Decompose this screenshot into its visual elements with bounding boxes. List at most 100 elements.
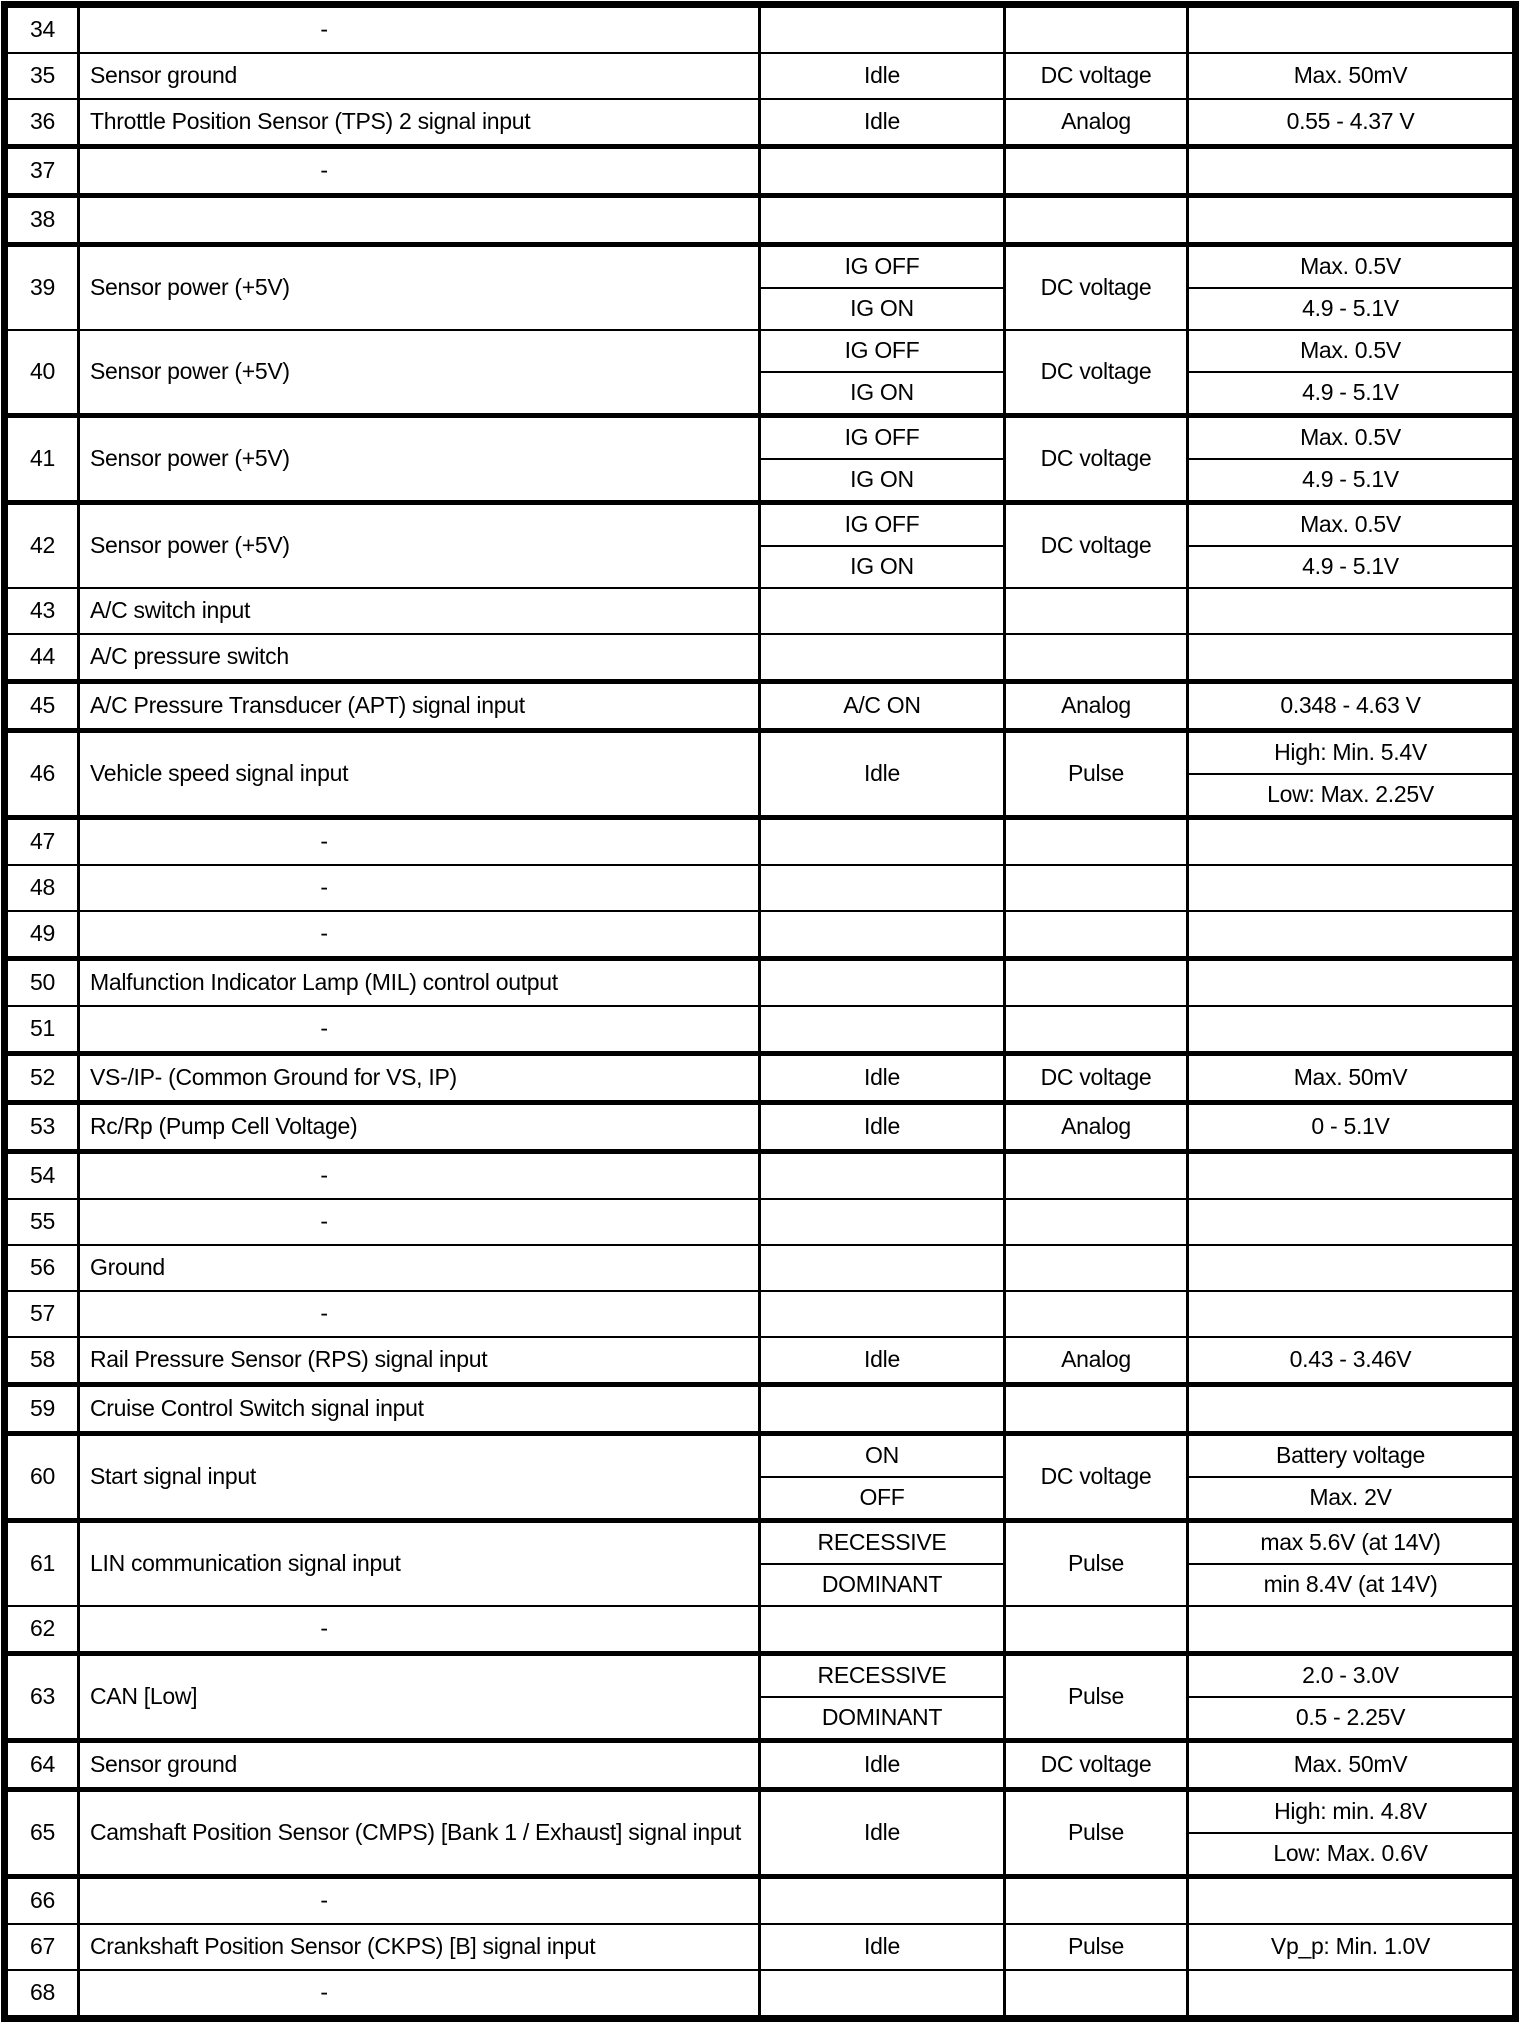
- condition-cell: [758, 956, 1006, 1007]
- table-row: 38: [3, 193, 1517, 246]
- condition-cell: Idle: [758, 1787, 1006, 1878]
- type-cell: DC voltage: [1003, 413, 1189, 504]
- description-cell: -: [77, 1005, 761, 1055]
- type-cell: Analog: [1003, 1100, 1189, 1153]
- condition-cell: [758, 3, 1006, 54]
- type-cell: Analog: [1003, 1336, 1189, 1386]
- type-cell: [1003, 587, 1189, 635]
- value-cell: 4.9 - 5.1V: [1186, 371, 1517, 417]
- type-cell: DC voltage: [1003, 1738, 1189, 1791]
- pin-cell: 49: [3, 910, 80, 960]
- table-row: 65 Camshaft Position Sensor (CMPS) [Bank …: [3, 1787, 1517, 1878]
- condition-cell: [758, 1605, 1006, 1655]
- value-cell: [1186, 1198, 1517, 1246]
- condition-cell: Idle: [758, 1051, 1006, 1104]
- condition-cell: IG ON: [758, 458, 1006, 504]
- condition-cell: [758, 1198, 1006, 1246]
- pin-cell: 52: [3, 1051, 80, 1104]
- pin-cell: 65: [3, 1787, 80, 1878]
- value-cell: Battery voltage: [1186, 1431, 1517, 1478]
- condition-cell: Idle: [758, 1336, 1006, 1386]
- description-cell: VS-/IP- (Common Ground for VS, IP): [77, 1051, 761, 1104]
- pin-cell: 60: [3, 1431, 80, 1522]
- condition-cell: [758, 144, 1006, 197]
- pin-cell: 58: [3, 1336, 80, 1386]
- description-cell: A/C Pressure Transducer (APT) signal inp…: [77, 679, 761, 732]
- table-row: 67 Crankshaft Position Sensor (CKPS) [B] …: [3, 1923, 1517, 1971]
- type-cell: DC voltage: [1003, 242, 1189, 331]
- description-cell: Throttle Position Sensor (TPS) 2 signal …: [77, 98, 761, 148]
- pin-cell: 68: [3, 1969, 80, 2020]
- description-cell: Vehicle speed signal input: [77, 728, 761, 819]
- pin-cell: 66: [3, 1874, 80, 1925]
- type-cell: [1003, 910, 1189, 960]
- value-cell: [1186, 3, 1517, 54]
- value-cell: 0.55 - 4.37 V: [1186, 98, 1517, 148]
- description-cell: Sensor power (+5V): [77, 413, 761, 504]
- value-cell: 4.9 - 5.1V: [1186, 458, 1517, 504]
- table-row: 37-: [3, 144, 1517, 197]
- value-cell: Max. 50mV: [1186, 52, 1517, 100]
- value-cell: [1186, 1969, 1517, 2020]
- value-cell: [1186, 910, 1517, 960]
- table-row: 58 Rail Pressure Sensor (RPS) signal inpu…: [3, 1336, 1517, 1386]
- condition-cell: [758, 910, 1006, 960]
- description-cell: Sensor power (+5V): [77, 329, 761, 417]
- condition-cell: IG OFF: [758, 242, 1006, 289]
- pin-cell: 48: [3, 864, 80, 912]
- pin-cell: 61: [3, 1518, 80, 1607]
- table-subrow: IG ON 4.9 - 5.1V: [5, 287, 1517, 331]
- description-cell: Rail Pressure Sensor (RPS) signal input: [77, 1336, 761, 1386]
- type-cell: [1003, 1969, 1189, 2020]
- description-cell: -: [77, 3, 761, 54]
- condition-cell: ON: [758, 1431, 1006, 1478]
- type-cell: Analog: [1003, 679, 1189, 732]
- type-cell: Pulse: [1003, 1787, 1189, 1878]
- type-cell: Analog: [1003, 98, 1189, 148]
- value-cell: High: min. 4.8V: [1186, 1787, 1517, 1834]
- table-row: 49-: [3, 910, 1517, 960]
- value-cell: Vp_p: Min. 1.0V: [1186, 1923, 1517, 1971]
- table-row: 64 Sensor ground Idle DC voltage Max. 50mV: [3, 1738, 1517, 1791]
- table-row: 42 Sensor power (+5V) IG OFF DC voltage Max.…: [3, 500, 1517, 589]
- description-cell: -: [77, 1605, 761, 1655]
- value-cell: Max. 0.5V: [1186, 242, 1517, 289]
- type-cell: Pulse: [1003, 1518, 1189, 1607]
- pin-cell: 64: [3, 1738, 80, 1791]
- type-cell: [1003, 1290, 1189, 1338]
- condition-cell: RECESSIVE: [758, 1518, 1006, 1565]
- condition-cell: Idle: [758, 1100, 1006, 1153]
- pin-cell: 56: [3, 1244, 80, 1292]
- type-cell: [1003, 1198, 1189, 1246]
- condition-cell: [758, 1969, 1006, 2020]
- value-cell: 0.43 - 3.46V: [1186, 1336, 1517, 1386]
- value-cell: 0.5 - 2.25V: [1186, 1696, 1517, 1742]
- type-cell: [1003, 633, 1189, 683]
- description-cell: A/C switch input: [77, 587, 761, 635]
- table-subrow: Low: Max. 2.25V: [5, 773, 1517, 819]
- value-cell: 2.0 - 3.0V: [1186, 1651, 1517, 1698]
- pin-cell: 39: [3, 242, 80, 331]
- value-cell: [1186, 587, 1517, 635]
- pin-cell: 44: [3, 633, 80, 683]
- condition-cell: OFF: [758, 1476, 1006, 1522]
- value-cell: 4.9 - 5.1V: [1186, 545, 1517, 589]
- pin-cell: 46: [3, 728, 80, 819]
- value-cell: [1186, 144, 1517, 197]
- value-cell: [1186, 1290, 1517, 1338]
- condition-cell: [758, 1290, 1006, 1338]
- value-cell: Max. 0.5V: [1186, 329, 1517, 373]
- table-row: 46 Vehicle speed signal input Idle Pulse Hig…: [3, 728, 1517, 819]
- condition-cell: [758, 587, 1006, 635]
- table-row: 66-: [3, 1874, 1517, 1925]
- pin-cell: 37: [3, 144, 80, 197]
- pin-cell: 42: [3, 500, 80, 589]
- table-row: 50 Malfunction Indicator Lamp (MIL) contr…: [3, 956, 1517, 1007]
- type-cell: [1003, 1874, 1189, 1925]
- type-cell: [1003, 1605, 1189, 1655]
- condition-cell: [758, 864, 1006, 912]
- value-cell: Max. 2V: [1186, 1476, 1517, 1522]
- table-row: 57-: [3, 1290, 1517, 1338]
- description-cell: Start signal input: [77, 1431, 761, 1522]
- value-cell: [1186, 1149, 1517, 1200]
